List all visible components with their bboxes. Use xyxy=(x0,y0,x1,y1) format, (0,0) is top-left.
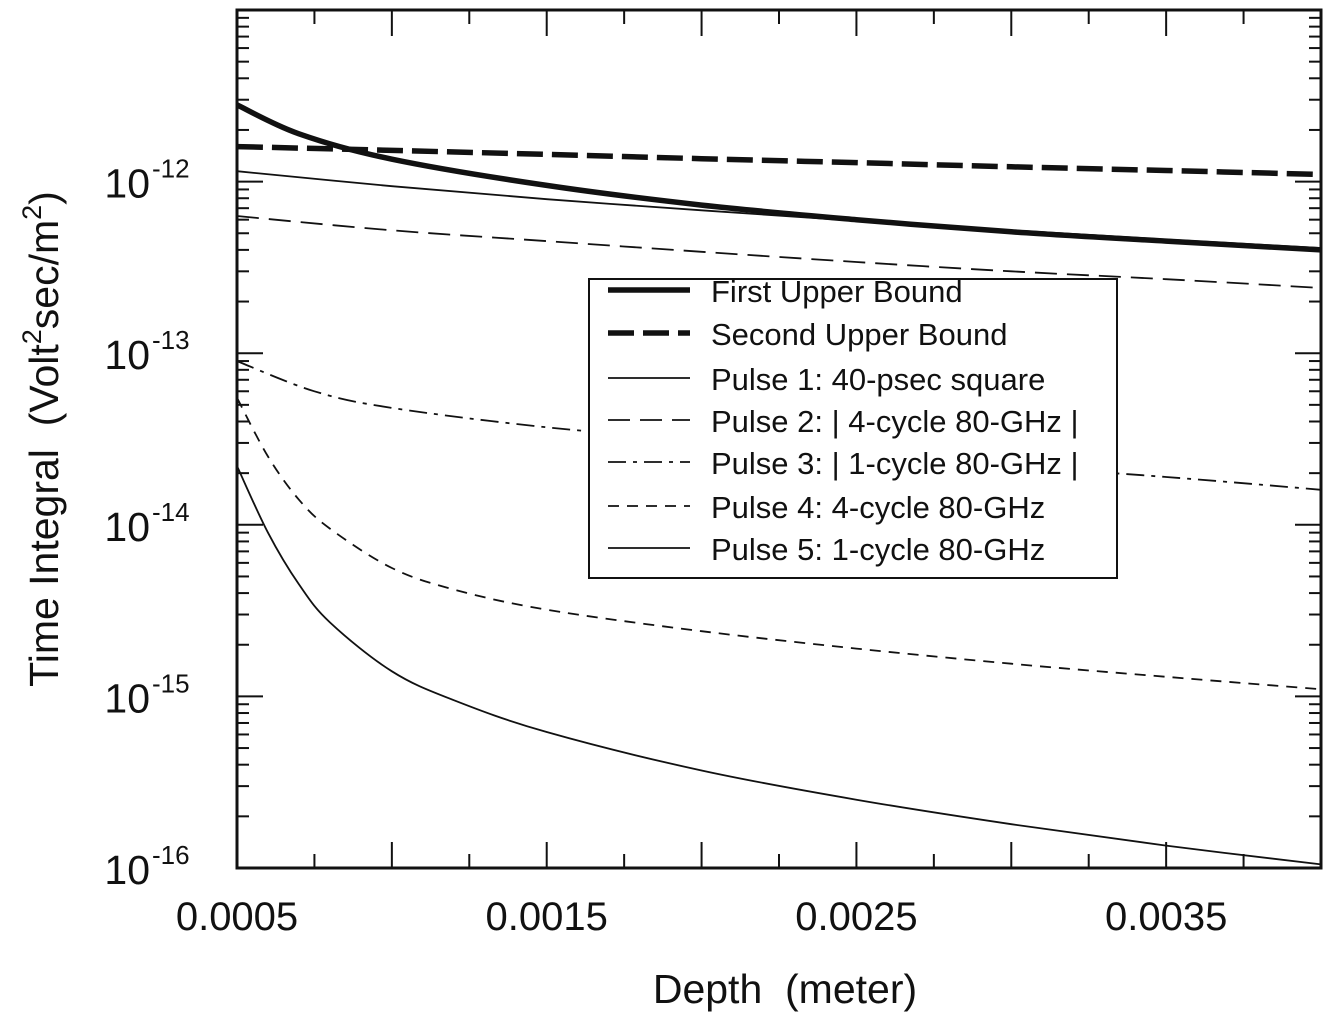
y-tick-label: 10-14 xyxy=(104,497,189,550)
legend-label-5: Pulse 3: | 1-cycle 80-GHz | xyxy=(711,446,1079,481)
y-tick-exponent: -12 xyxy=(152,154,190,184)
series-line-6 xyxy=(236,397,1322,691)
legend-box xyxy=(588,278,1118,579)
series-line-2 xyxy=(236,143,1322,178)
y-tick-exponent: -16 xyxy=(152,840,190,870)
legend-label-4: Pulse 2: | 4-cycle 80-GHz | xyxy=(711,404,1079,439)
x-axis-label: Depth (meter) xyxy=(653,966,917,1012)
legend-label-2: Second Upper Bound xyxy=(711,317,1007,352)
y-tick-label: 10-16 xyxy=(104,840,189,893)
series-line-3 xyxy=(236,170,1322,249)
x-tick-label: 0.0025 xyxy=(795,895,917,939)
x-tick-label: 0.0015 xyxy=(486,895,608,939)
y-tick-label: 10-13 xyxy=(104,325,189,378)
y-tick-label: 10-12 xyxy=(104,154,189,207)
x-tick-label: 0.0005 xyxy=(176,895,298,939)
series-line-5 xyxy=(236,360,1322,491)
legend-label-7: Pulse 5: 1-cycle 80-GHz xyxy=(711,532,1045,567)
y-axis-label: Time Integral (Volt2sec/m2) xyxy=(17,191,67,687)
series-layer xyxy=(235,102,1322,866)
legend: First Upper Bound Second Upper Bound Pulse… xyxy=(588,274,1118,579)
y-tick-label: 10-15 xyxy=(104,668,189,721)
legend-label-1: First Upper Bound xyxy=(711,274,963,309)
y-tick-exponent: -15 xyxy=(152,668,190,698)
legend-label-3: Pulse 1: 40-psec square xyxy=(711,362,1045,397)
series-line-7 xyxy=(236,465,1322,866)
x-tick-labels: 0.0005 0.0015 0.0025 0.0035 xyxy=(176,895,1227,939)
series-line-4 xyxy=(236,215,1322,289)
x-tick-label: 0.0035 xyxy=(1105,895,1227,939)
legend-label-6: Pulse 4: 4-cycle 80-GHz xyxy=(711,490,1045,525)
y-tick-exponent: -13 xyxy=(152,325,190,355)
y-tick-exponent: -14 xyxy=(152,497,190,527)
series-line-1 xyxy=(235,102,1322,253)
y-tick-labels: 10-16 10-15 10-14 10-13 10-12 xyxy=(104,154,189,893)
minor-ticks xyxy=(236,10,1322,869)
